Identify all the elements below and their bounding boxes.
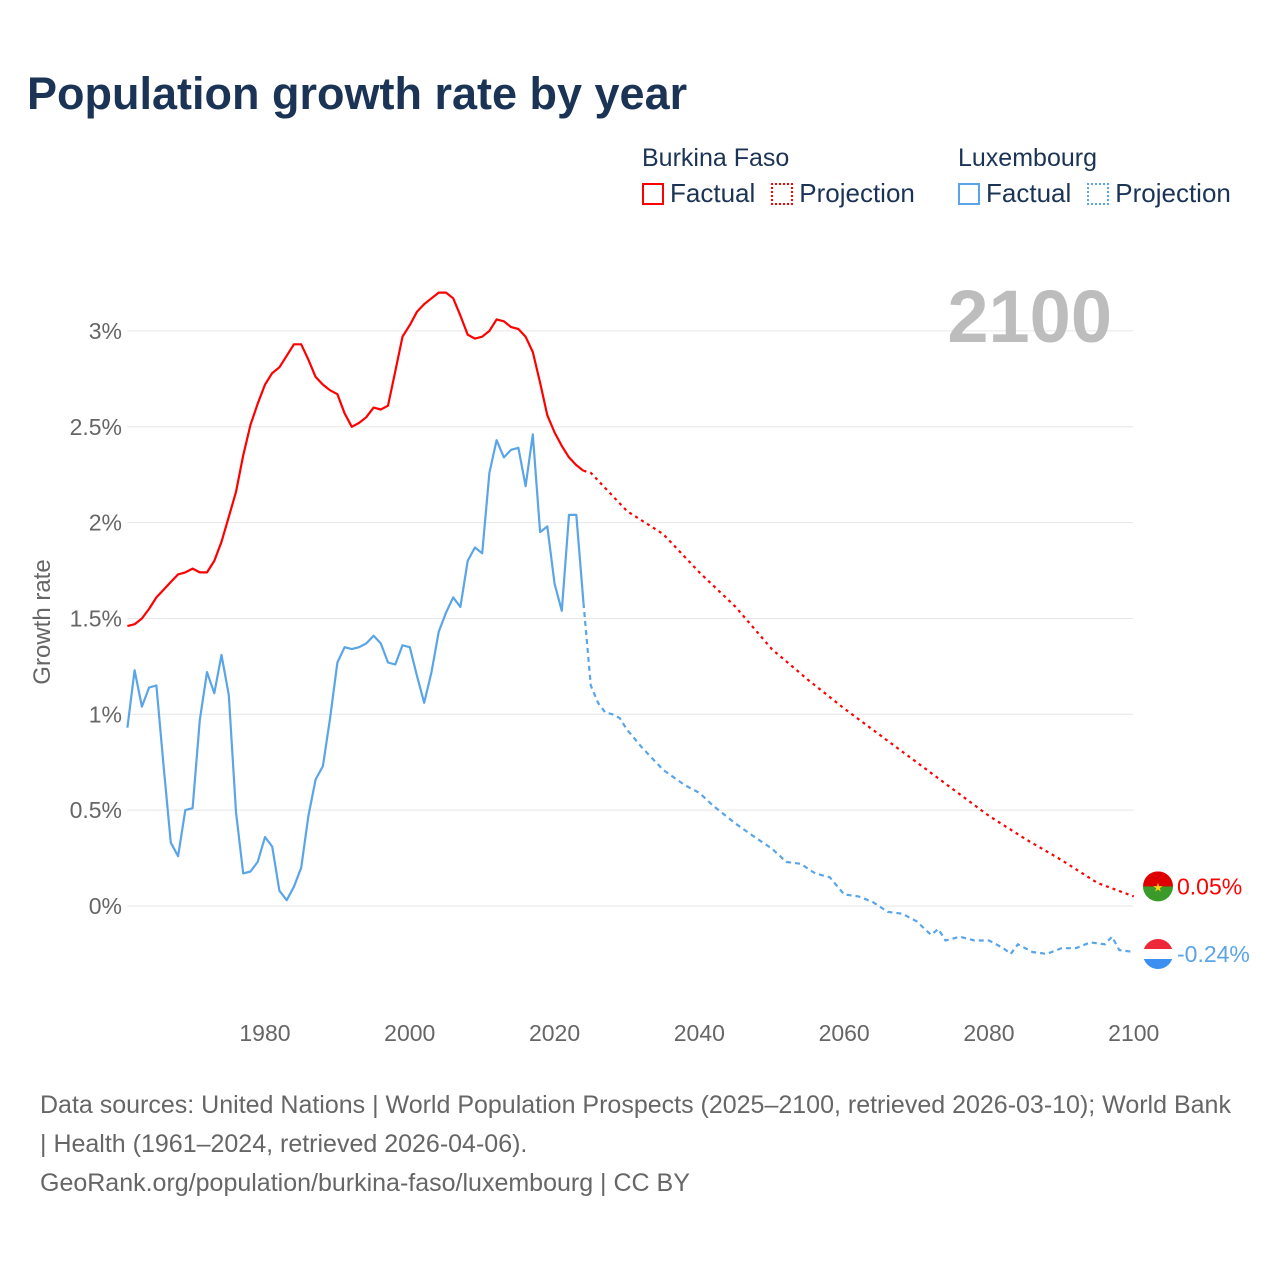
flag-stripe — [1143, 886, 1173, 902]
dotted-line-swatch-icon — [1087, 182, 1110, 205]
flag-stripe — [1143, 959, 1173, 970]
dotted-line-swatch-icon — [771, 182, 794, 205]
legend-group-burkina-faso: Burkina Faso Factual Projection — [642, 144, 915, 209]
data-sources: Data sources: United Nations | World Pop… — [40, 1091, 1231, 1158]
y-tick-label: 0% — [89, 893, 122, 919]
footer: Data sources: United Nations | World Pop… — [40, 1086, 1240, 1203]
luxembourg-flag-icon — [1143, 939, 1173, 970]
x-tick-label: 2080 — [963, 1020, 1014, 1046]
current-year-label: 2100 — [947, 275, 1112, 358]
x-tick-label: 2000 — [384, 1020, 435, 1046]
solid-line-swatch-icon — [958, 182, 980, 205]
legend-label: Projection — [1115, 178, 1231, 208]
y-tick-label: 1% — [89, 701, 122, 727]
burkina-faso-flag-icon: ★ — [1143, 871, 1173, 902]
legend-item-luxembourg-projection[interactable]: Projection — [1087, 178, 1231, 209]
flag-stripe — [1143, 871, 1173, 887]
y-tick-label: 2% — [89, 510, 122, 536]
flag-stripe — [1143, 949, 1173, 960]
legend-group-luxembourg: Luxembourg Factual Projection — [958, 144, 1231, 209]
x-tick-label: 2060 — [819, 1020, 870, 1046]
line-chart: 0% 0.5% 1% 1.5% 2% 2.5% 3% 1980 2000 2020 2040 2060… — [29, 275, 1250, 1046]
luxembourg-factual-line — [126, 433, 585, 902]
burkina-faso-projection-line — [583, 469, 1135, 898]
legend-label: Factual — [670, 178, 756, 208]
y-tick-label: 3% — [89, 318, 122, 344]
y-axis-label: Growth rate — [29, 559, 56, 684]
legend-group-label: Burkina Faso — [642, 144, 790, 172]
x-tick-label: 2100 — [1108, 1020, 1159, 1046]
solid-line-swatch-icon — [642, 182, 664, 205]
legend-group-label: Luxembourg — [958, 144, 1097, 172]
legend-label: Factual — [986, 178, 1072, 208]
star-icon: ★ — [1153, 880, 1164, 894]
x-tick-label: 2020 — [529, 1020, 580, 1046]
chart-title: Population growth rate by year — [27, 68, 688, 119]
x-tick-label: 1980 — [239, 1020, 290, 1046]
end-value-label: 0.05% — [1177, 873, 1242, 899]
luxembourg-projection-line — [582, 603, 1134, 956]
legend-item-burkina-projection[interactable]: Projection — [771, 178, 915, 209]
legend-item-luxembourg-factual[interactable]: Factual — [958, 178, 1071, 209]
y-tick-label: 0.5% — [70, 797, 122, 823]
burkina-faso-factual-line — [127, 291, 585, 628]
legend-label: Projection — [799, 178, 915, 208]
y-tick-label: 1.5% — [70, 605, 122, 631]
y-tick-label: 2.5% — [70, 414, 122, 440]
end-value-label: -0.24% — [1177, 941, 1250, 967]
credit-link[interactable]: GeoRank.org/population/burkina-faso/luxe… — [40, 1169, 690, 1197]
x-tick-label: 2040 — [674, 1020, 725, 1046]
flag-stripe — [1143, 939, 1173, 950]
legend-item-burkina-factual[interactable]: Factual — [642, 178, 755, 209]
